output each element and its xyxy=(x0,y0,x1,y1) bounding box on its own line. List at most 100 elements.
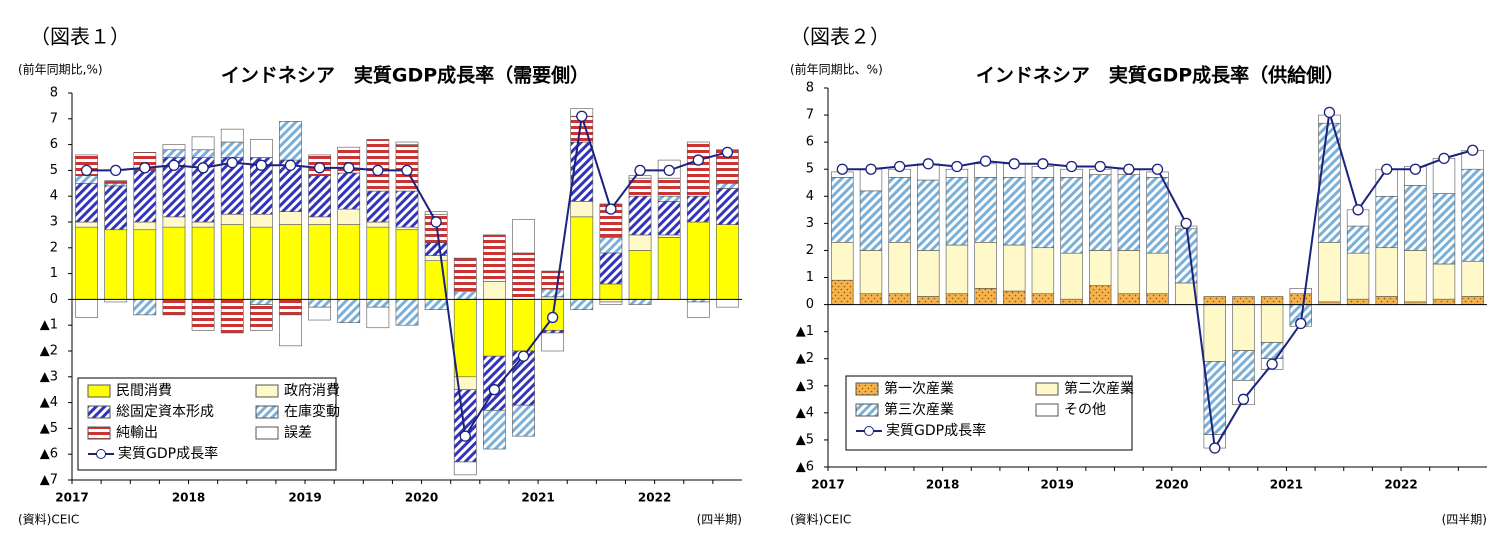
bar-segment xyxy=(249,226,273,300)
legend-label: 民間消費 xyxy=(116,383,172,399)
x-axis-label: (四半期) xyxy=(1442,513,1487,527)
bar-segment xyxy=(104,185,128,231)
bar-segment xyxy=(974,288,997,305)
bar-segment xyxy=(483,410,506,450)
bar-segment xyxy=(424,255,448,261)
bar-segment xyxy=(453,257,477,292)
bar-segment xyxy=(75,175,98,184)
figure-label: （図表１） xyxy=(30,25,130,49)
gdp-marker xyxy=(922,158,934,170)
bar-segment xyxy=(220,128,244,143)
bar-segment xyxy=(395,229,419,300)
gdp-marker xyxy=(1008,158,1020,170)
bar-segment xyxy=(917,296,940,305)
bar-segment xyxy=(1003,244,1026,292)
bar-segment xyxy=(337,224,361,300)
y-tick-label: ▲3 xyxy=(40,369,58,384)
bar-segment xyxy=(395,226,419,231)
bar-segment xyxy=(628,234,652,251)
bar-segment xyxy=(483,299,506,357)
bar-segment xyxy=(1089,250,1112,286)
y-tick-label: 4 xyxy=(806,189,814,204)
bar-segment xyxy=(541,330,565,334)
gdp-marker xyxy=(401,164,413,177)
bar-segment xyxy=(686,195,710,223)
bar-segment xyxy=(570,299,594,311)
bar-segment xyxy=(424,211,448,215)
x-tick-label: 2019 xyxy=(288,491,321,505)
gdp-marker xyxy=(1438,152,1450,165)
y-tick-label: 2 xyxy=(806,243,814,258)
bar-segment xyxy=(1346,225,1370,254)
legend-label: 第二次産業 xyxy=(1064,380,1134,397)
bar-segment xyxy=(1031,177,1055,249)
bar-segment xyxy=(512,299,535,352)
legend-swatch xyxy=(255,426,279,440)
bar-segment xyxy=(133,299,157,316)
gdp-marker xyxy=(343,162,355,174)
x-tick-label: 2017 xyxy=(55,491,88,505)
y-tick-label: ▲5 xyxy=(796,432,814,447)
bar-segment xyxy=(974,242,997,289)
x-axis-label: (四半期) xyxy=(697,513,742,527)
bar-segment xyxy=(191,136,215,151)
bar-segment xyxy=(1318,242,1341,303)
bar-segment xyxy=(249,304,273,331)
gdp-marker xyxy=(634,164,646,177)
bar-segment xyxy=(1260,304,1284,343)
legend-swatch xyxy=(1035,382,1059,396)
bar-segment xyxy=(570,216,594,300)
bar-segment xyxy=(1203,296,1226,305)
bar-segment xyxy=(1232,304,1255,351)
y-tick-label: ▲1 xyxy=(40,318,58,333)
x-tick-label: 2018 xyxy=(172,491,205,505)
x-tick-label: 2018 xyxy=(926,478,959,492)
bar-segment xyxy=(1232,296,1255,305)
gdp-marker xyxy=(721,146,734,158)
bar-segment xyxy=(512,404,535,437)
bar-segment xyxy=(570,201,594,218)
bar-segment xyxy=(716,224,739,300)
bar-segment xyxy=(686,221,710,300)
gdp-marker xyxy=(459,430,471,442)
y-tick-label: 2 xyxy=(50,240,58,255)
bar-segment xyxy=(599,301,623,305)
gdp-marker xyxy=(1295,317,1307,330)
bar-segment xyxy=(1346,252,1370,300)
bar-segment xyxy=(279,299,302,316)
bar-segment xyxy=(1146,293,1169,305)
y-tick-label: 1 xyxy=(50,266,58,281)
gdp-marker xyxy=(255,159,267,171)
bar-segment xyxy=(1174,228,1198,284)
gdp-marker xyxy=(80,164,93,177)
bar-segment xyxy=(859,190,883,251)
bar-segment xyxy=(888,177,911,243)
bar-segment xyxy=(1003,290,1026,305)
bar-segment xyxy=(628,195,652,236)
bar-segment xyxy=(308,299,331,308)
bar-segment xyxy=(308,175,331,218)
bar-segment xyxy=(1232,350,1255,381)
bar-segment xyxy=(1404,250,1427,303)
gdp-marker xyxy=(226,157,238,169)
gdp-marker xyxy=(576,110,588,122)
bar-segment xyxy=(424,299,448,311)
bar-segment xyxy=(279,314,302,347)
y-tick-label: 3 xyxy=(806,216,814,231)
legend-swatch xyxy=(87,405,111,419)
bar-segment xyxy=(657,177,681,197)
x-tick-label: 2020 xyxy=(1155,478,1188,492)
y-tick-label: ▲4 xyxy=(796,405,814,420)
bar-segment xyxy=(1260,342,1284,360)
legend-label: 第三次産業 xyxy=(884,401,954,418)
legend-label: 実質GDP成長率 xyxy=(886,422,986,439)
bar-segment xyxy=(831,279,854,305)
chart-title: インドネシア 実質GDP成長率（供給側） xyxy=(976,64,1344,87)
bar-segment xyxy=(512,252,535,300)
gdp-marker xyxy=(1151,163,1164,175)
bar-segment xyxy=(337,299,361,323)
bar-segment xyxy=(1089,174,1112,251)
bar-segment xyxy=(366,190,390,223)
y-tick-label: ▲1 xyxy=(796,324,814,339)
bar-segment xyxy=(917,179,940,251)
